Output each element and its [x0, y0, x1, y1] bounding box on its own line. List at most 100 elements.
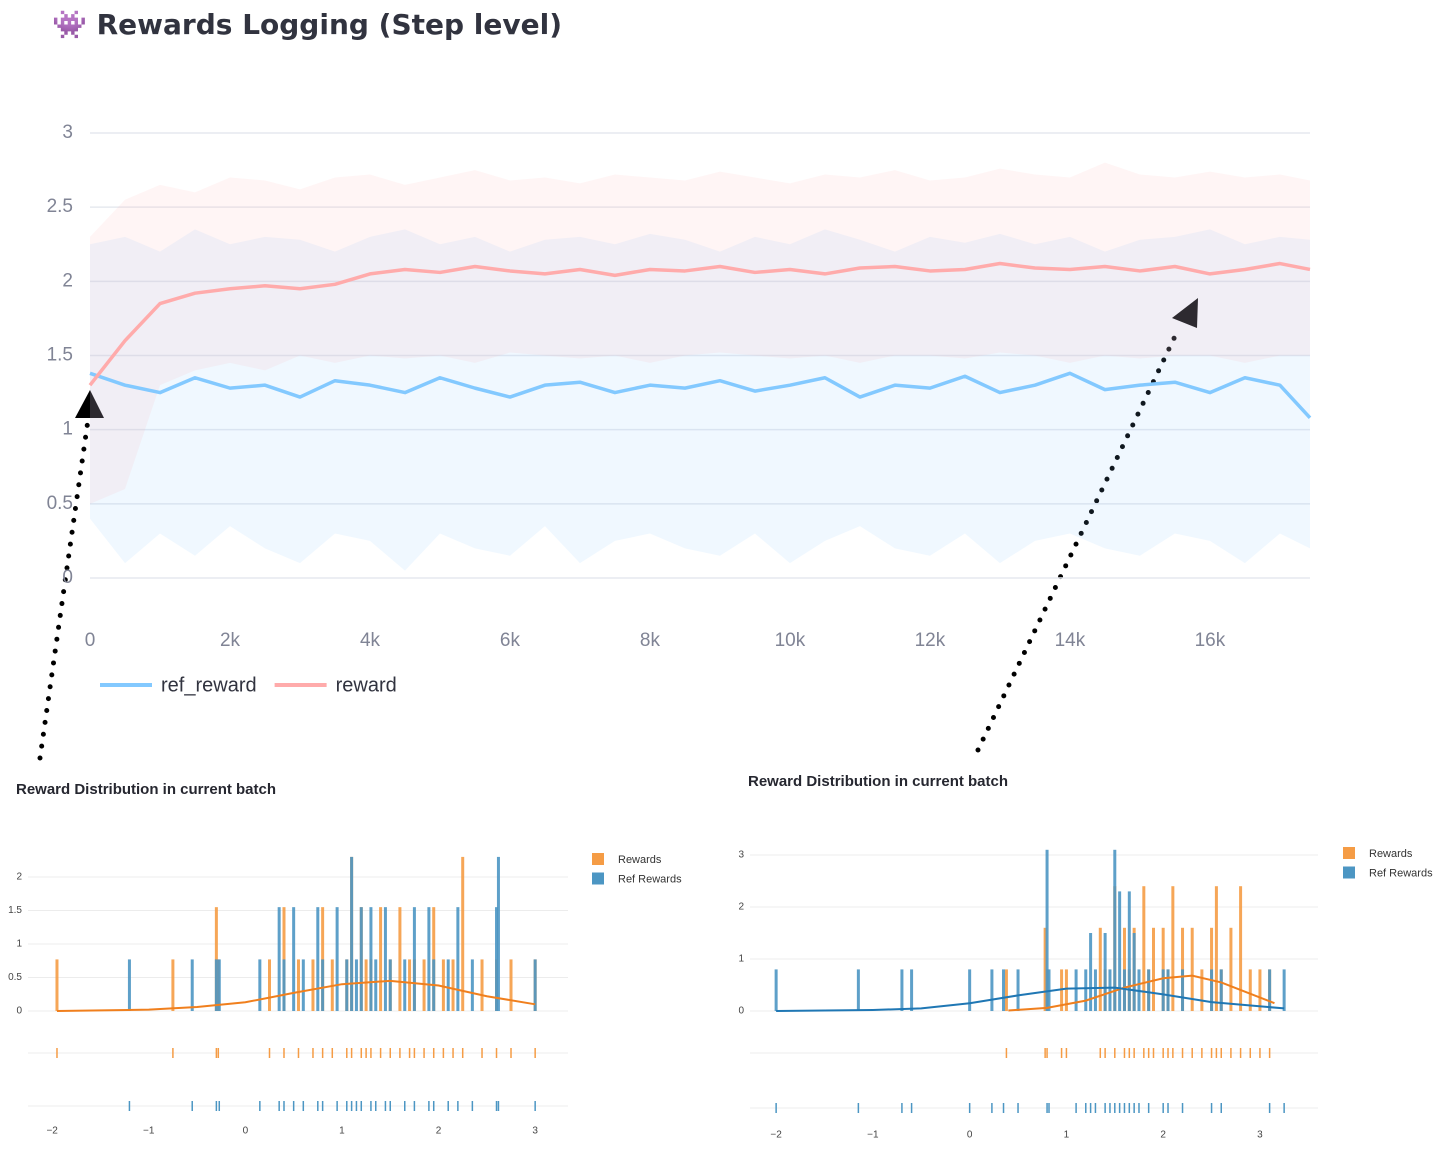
y-tick-label: 2.5 [47, 196, 73, 217]
histogram-bar [422, 959, 426, 1011]
histogram-bar [1127, 891, 1131, 1011]
legend-label: Ref Rewards [618, 873, 682, 885]
histogram-bar [480, 959, 484, 1011]
chart-title: Reward Distribution in current batch [748, 773, 1008, 790]
distplot: Reward Distribution in current batch 0 1 2 3… [738, 773, 1433, 1141]
histogram-bar [1282, 969, 1286, 1011]
x-tick-label: −2 [770, 1130, 782, 1141]
histogram-bar [441, 959, 445, 1011]
legend-label: Rewards [618, 854, 662, 866]
kde-curve [56, 979, 536, 1012]
histogram-bar [1166, 969, 1170, 1011]
histogram-bar [451, 959, 455, 1011]
histogram-bar [1152, 927, 1156, 1011]
x-tick-label: 14k [1055, 630, 1086, 651]
histogram-bar [354, 959, 358, 1011]
x-tick-label: 2 [436, 1126, 442, 1137]
histogram-bar [292, 907, 296, 1011]
y-tick-label: 1 [62, 419, 73, 440]
histogram-bar [335, 907, 339, 1011]
histogram-bar [55, 959, 59, 1011]
histogram-bar [359, 907, 363, 1011]
histogram-bar [217, 959, 221, 1011]
line-chart: 0 0.5 1 1.5 2 2.5 3 0 2k 4k 6k 8k 10k 12k 14k 16k ref_re… [47, 122, 1312, 696]
y-tick-label: 3 [62, 122, 73, 143]
histogram-bar [345, 959, 349, 1011]
histogram-bar [774, 969, 778, 1011]
x-tick-label: 2 [1160, 1130, 1166, 1141]
histogram-bar [379, 907, 383, 1011]
histogram-bar [1098, 927, 1102, 1011]
histogram-bar [282, 959, 286, 1011]
histogram-bar [1043, 927, 1047, 1011]
histogram-bar [301, 959, 305, 1011]
histogram-bar [316, 907, 320, 1011]
y-tick-label: 2 [738, 902, 744, 913]
histogram-bar [1147, 969, 1151, 1011]
histogram-bar [432, 907, 436, 1011]
histogram-bar [321, 959, 325, 1011]
histogram-bar [470, 959, 474, 1011]
x-tick-label: 2k [220, 630, 241, 651]
histogram-bar [496, 856, 500, 1011]
legend-swatch [1343, 866, 1355, 879]
histogram-bar [190, 959, 194, 1011]
x-tick-label: −1 [867, 1130, 879, 1141]
histogram-bar [398, 907, 402, 1011]
page-title: 👾 Rewards Logging (Step level) [52, 8, 562, 41]
histogram-bar [900, 969, 904, 1011]
arrow-head [1172, 298, 1198, 328]
legend-swatch [592, 853, 604, 865]
y-tick-label: 0.5 [47, 493, 73, 514]
legend-swatch [592, 872, 604, 885]
x-tick-label: 6k [500, 630, 521, 651]
x-tick-label: 12k [915, 630, 946, 651]
histogram-bar [1016, 969, 1020, 1011]
histogram-bar [408, 959, 412, 1011]
y-tick-label: 1 [738, 954, 744, 965]
histogram-bar [1214, 886, 1218, 1011]
histogram-bar [296, 959, 300, 1011]
histogram-bar [1084, 969, 1088, 1011]
histogram-bar [1064, 969, 1068, 1011]
legend-label: Rewards [1369, 848, 1413, 860]
y-tick-label: 0 [62, 567, 73, 588]
histogram-bar [127, 959, 131, 1011]
histogram-bar [268, 959, 272, 1011]
x-tick-label: 1 [1064, 1130, 1070, 1141]
y-tick-label: 2 [16, 872, 22, 883]
x-tick-label: −1 [143, 1126, 155, 1137]
x-tick-label: 1 [339, 1126, 345, 1137]
band-area [90, 229, 1310, 571]
histogram-bar [403, 959, 407, 1011]
histogram-bar [1108, 969, 1112, 1011]
histogram-bar [533, 959, 537, 1011]
histogram-bar [364, 959, 368, 1011]
histogram-bar [258, 959, 262, 1011]
histogram-bar [990, 969, 994, 1011]
histogram-bar [1190, 927, 1194, 1011]
histogram-bar [495, 907, 499, 1011]
y-tick-label: 1 [16, 939, 22, 950]
histogram-bar [214, 959, 218, 1011]
y-tick-label: 0.5 [8, 972, 22, 983]
histogram-bar [321, 907, 325, 1011]
dotted-arrow [37, 417, 91, 761]
histogram-bar [383, 907, 387, 1011]
x-tick-label: 16k [1195, 630, 1226, 651]
y-tick-label: 0 [738, 1006, 744, 1017]
histogram-bar [1210, 969, 1214, 1011]
kde-curve [1008, 974, 1275, 1012]
kde-curve [776, 986, 1285, 1012]
series-line [88, 261, 1311, 387]
histogram-bar [1248, 969, 1252, 1011]
histogram-bar [277, 907, 281, 1011]
histogram-bar [1074, 969, 1078, 1011]
histogram-bar [1122, 969, 1126, 1011]
histogram-bar [374, 959, 378, 1011]
histogram-bar [1161, 969, 1165, 1011]
y-tick-label: 3 [738, 850, 744, 861]
histogram-bar [1004, 969, 1008, 1011]
x-tick-label: 4k [360, 630, 381, 651]
histogram-bar [1181, 969, 1185, 1011]
